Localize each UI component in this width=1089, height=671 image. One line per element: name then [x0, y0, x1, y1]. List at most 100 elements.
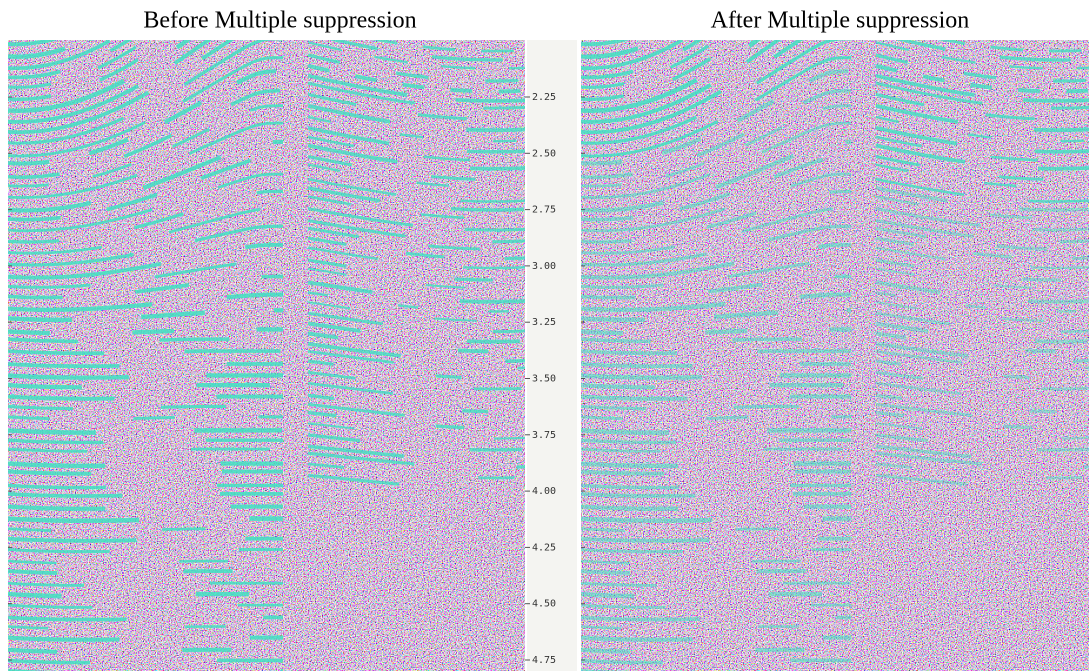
reflector: [581, 69, 852, 166]
tick-label: 2.75: [532, 205, 556, 216]
reflector: [307, 186, 525, 212]
tick-label: 2.50: [532, 148, 556, 159]
reflector: [875, 246, 1089, 270]
reflector: [8, 40, 212, 124]
reflector: [8, 69, 284, 166]
axis-strip: [527, 40, 577, 671]
reflector: [581, 40, 782, 124]
reflector: [875, 92, 1089, 121]
reflector: [895, 40, 1089, 62]
reflector: [581, 40, 852, 145]
reflector: [875, 291, 1089, 313]
reflector: [8, 258, 284, 289]
reflector: [581, 438, 852, 445]
reflector: [581, 139, 852, 213]
reflector: [581, 274, 852, 300]
reflector: [581, 373, 852, 380]
reflector: [307, 301, 525, 322]
reflector: [875, 135, 1089, 162]
reflector: [581, 516, 852, 524]
reflector: [581, 349, 852, 356]
reflector: [8, 327, 284, 336]
tick-label: 4.00: [532, 486, 556, 497]
reflector: [8, 603, 283, 609]
reflector: [307, 63, 525, 94]
reflector: [581, 104, 852, 188]
reflector: [581, 527, 852, 533]
seismic-panel: [8, 40, 525, 671]
reflector: [307, 226, 525, 251]
reflector: [307, 126, 525, 154]
reflector: [8, 224, 284, 267]
reflector: [8, 121, 284, 199]
reflector: [581, 242, 852, 280]
reflector: [8, 242, 284, 280]
reflector: [8, 447, 283, 453]
reflector: [875, 53, 1089, 83]
reflector: [581, 635, 852, 642]
reflector: [8, 615, 283, 622]
reflector: [8, 569, 283, 576]
reflector: [307, 41, 525, 70]
tick-label: 3.50: [532, 374, 556, 385]
reflector: [8, 349, 283, 356]
reflector: [581, 461, 852, 468]
reflector: [875, 444, 1089, 463]
reflector: [8, 383, 283, 390]
reflector: [875, 195, 1089, 220]
tick-label: 3.00: [532, 261, 556, 272]
reflector: [875, 155, 1089, 181]
reflector: [875, 422, 1089, 440]
reflector: [8, 308, 284, 323]
reflector: [307, 473, 525, 491]
reflector: [307, 177, 525, 203]
reflector: [581, 224, 852, 267]
reflector: [875, 143, 1089, 171]
reflector: [875, 451, 1089, 470]
reflector: [581, 292, 852, 312]
reflector: [875, 311, 1089, 334]
tick-label: 4.50: [532, 599, 556, 610]
reflector: [875, 331, 1089, 354]
reflector: [8, 104, 284, 188]
reflector: [307, 280, 525, 304]
reflector: [8, 40, 115, 70]
reflector: [581, 615, 852, 622]
reflector: [307, 163, 525, 189]
reflector: [581, 569, 852, 576]
reflector: [875, 402, 1089, 422]
reflector: [581, 547, 852, 554]
reflector: [875, 218, 1089, 244]
reflector: [581, 483, 852, 490]
reflector: [875, 126, 1089, 154]
reflector: [307, 207, 525, 232]
panel-title: Before Multiple suppression: [143, 8, 416, 34]
reflector: [8, 292, 284, 312]
reflector: [581, 362, 852, 369]
reflector: [8, 625, 283, 630]
reflector: [875, 349, 1089, 370]
reflector: [8, 647, 283, 655]
reflector: [8, 172, 284, 233]
reflector: [581, 121, 852, 199]
reflector: [581, 40, 686, 70]
reflector: [307, 342, 525, 364]
reflector: [8, 189, 284, 244]
reflector: [307, 155, 525, 181]
reflector: [307, 370, 525, 391]
tick-label: 3.25: [532, 317, 556, 328]
reflector: [307, 451, 525, 470]
reflector: [307, 422, 525, 440]
reflector: [307, 433, 525, 452]
reflector: [581, 308, 852, 323]
reflector: [581, 447, 852, 453]
reflector: [875, 267, 1089, 290]
reflector: [875, 163, 1089, 189]
reflector: [8, 559, 283, 565]
reflector: [8, 373, 283, 380]
reflector: [8, 394, 283, 401]
reflector: [875, 321, 1089, 344]
reflector: [875, 186, 1089, 212]
reflector: [307, 73, 525, 103]
